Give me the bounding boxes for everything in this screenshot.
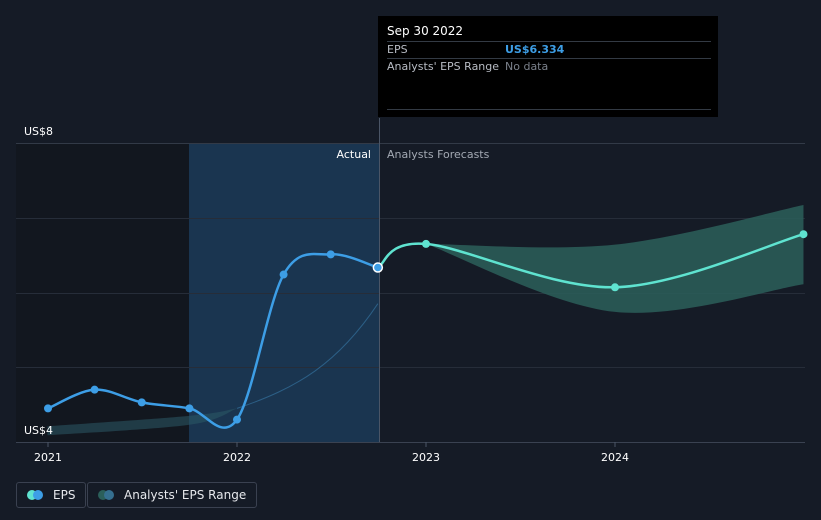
legend-range-label: Analysts' EPS Range [124,488,247,502]
legend-eps[interactable]: EPS [16,482,87,508]
eps-point[interactable] [326,250,335,259]
tooltip-eps-value: US$6.334 [505,43,565,56]
past-shade [16,143,189,442]
eps-forecast-line [377,232,804,289]
x-tick-label: 2024 [601,451,629,464]
forecast-point[interactable] [422,239,430,248]
range-legend-icon [98,490,116,500]
eps-point[interactable] [279,270,288,279]
tooltip-eps-label: EPS [387,43,408,56]
forecast-point[interactable] [611,283,619,292]
x-tick-label: 2023 [412,451,440,464]
forecast-range-band [426,205,804,313]
eps-point[interactable] [90,385,99,394]
tooltip-range-label: Analysts' EPS Range [387,60,500,73]
tooltip-date: Sep 30 2022 [387,24,464,38]
legend-eps-range[interactable]: Analysts' EPS Range [87,482,258,508]
eps-current-point[interactable] [372,262,384,273]
x-tick-label: 2021 [34,451,62,464]
eps-line [47,252,379,429]
x-tick-label: 2022 [223,451,251,464]
data-points [44,230,808,424]
y-label-bottom: US$4 [24,424,53,437]
tooltip-range-value: No data [505,60,549,73]
highlight-region [189,143,379,442]
x-axis-ticks: 2021 2022 2023 2024 [34,442,629,464]
baseline-range-band [47,408,237,436]
tooltip-divider [387,58,711,59]
trend-curve [236,303,379,409]
actual-label: Actual [337,148,371,161]
tooltip-divider [387,41,711,42]
eps-tooltip: Sep 30 2022 EPS US$6.334 Analysts' EPS R… [378,16,718,117]
eps-point[interactable] [233,415,241,424]
eps-point[interactable] [185,404,194,413]
eps-point[interactable] [44,404,52,413]
forecast-point[interactable] [799,230,808,239]
eps-point[interactable] [137,398,146,407]
eps-legend-icon [27,490,45,500]
y-label-top: US$8 [24,125,53,138]
forecast-label: Analysts Forecasts [387,148,490,161]
tooltip-divider [387,109,711,110]
legend-eps-label: EPS [53,488,76,502]
